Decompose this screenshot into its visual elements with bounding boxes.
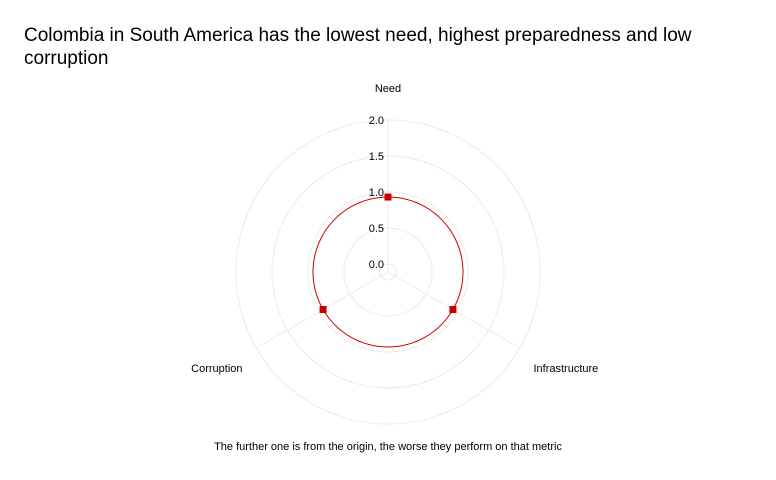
series-line [312,196,464,348]
chart-caption: The further one is from the origin, the … [214,441,562,453]
data-point-need [384,193,392,201]
tick-label: 0.5 [369,223,384,235]
chart-title: Colombia in South America has the lowest… [24,25,692,69]
data-point-corruption [319,305,327,313]
tick-label: 2.0 [369,115,384,127]
axis-label-need: Need [375,83,401,95]
data-point-infrastructure [449,305,457,313]
tick-label: 1.5 [369,151,384,163]
axis-labels: Need Infrastructure Corruption [191,83,598,375]
radar-spokes [256,120,520,349]
radial-tick-labels: 0.0 0.5 1.0 1.5 2.0 [369,115,384,271]
tick-label: 1.0 [369,187,384,199]
tick-label: 0.0 [369,259,384,271]
axis-label-infrastructure: Infrastructure [533,363,598,375]
axis-label-corruption: Corruption [191,363,242,375]
radar-series [312,193,464,348]
